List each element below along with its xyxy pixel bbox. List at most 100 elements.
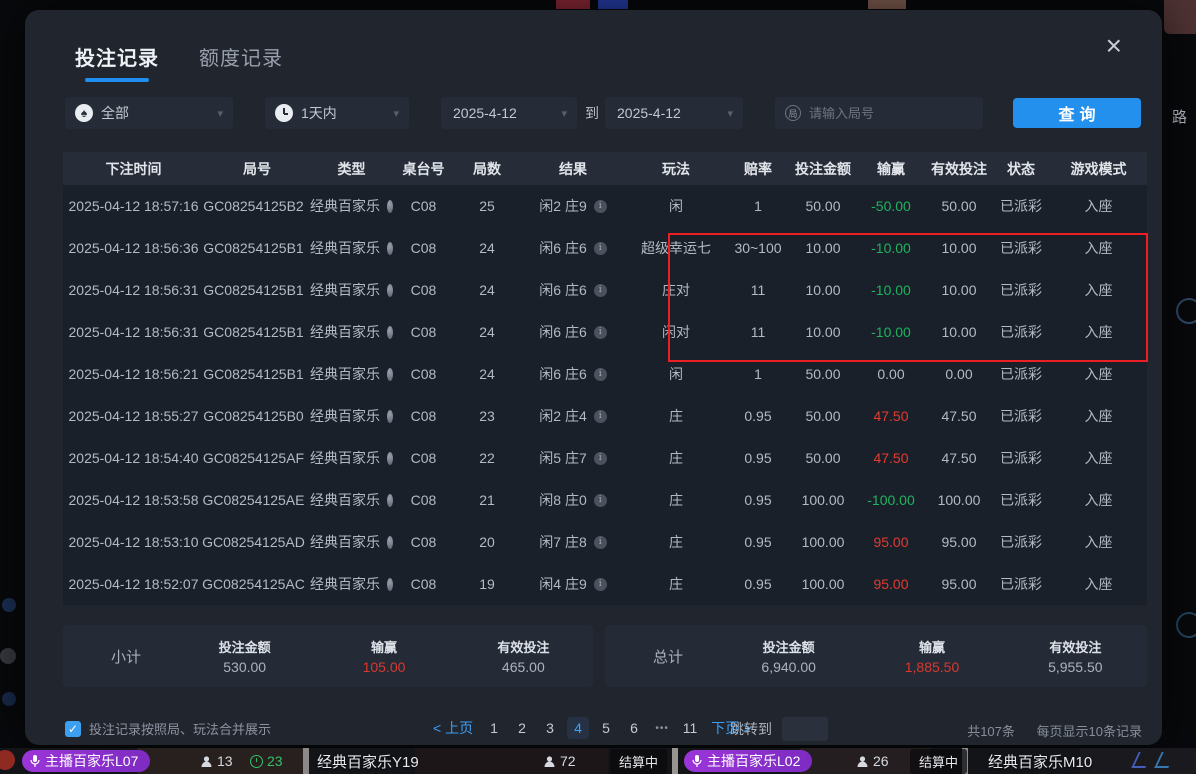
cell-win-loss: -50.00 [871,198,911,214]
round-id-text: GC08254125B1 [203,366,304,382]
page-number-button[interactable]: 3 [546,720,554,736]
cell-round-count: 20 [479,534,495,550]
jump-group: 跳转到 [730,717,828,741]
side-widget-icon [1176,612,1196,638]
table-row: 2025-04-12 18:53:58 GC08254125AE 经典百家乐 C… [63,479,1147,521]
info-icon: i [593,451,607,465]
total-valid: 有效投注 5,955.50 [1004,637,1147,675]
prev-page-button[interactable]: < 上页 [433,720,474,736]
stream-title[interactable]: 经典百家乐Y19 [317,753,419,771]
cell-win-loss: 0.00 [877,366,905,382]
page-number-button[interactable]: 4 [567,717,590,739]
total-label: 总计 [653,648,684,666]
page-number-button[interactable]: 6 [630,720,638,736]
tab-bar: 投注记录 额度记录 [75,42,283,82]
video-thumbnail[interactable] [800,748,930,774]
column-header: 输赢 [877,160,905,177]
date-from-value: 2025-4-12 [453,105,517,121]
game-type-text: 经典百家乐 [310,240,380,256]
cell-win-loss: 95.00 [873,576,909,592]
status-chip: 结算中 [910,748,968,774]
cell-round-id: GC08254125AE [203,479,310,521]
pagination: < 上页 1 2 3 4 5 6 ••• 11 下页 > [433,717,751,739]
page-number-button[interactable]: 11 [682,720,698,736]
page-ellipsis: ••• [655,722,669,734]
game-type-text: 经典百家乐 [310,534,380,550]
cell-odds: 0.95 [744,408,772,424]
video-strip: 主播百家乐L07 13 23 经典百家乐Y19 72 结算中 主播百家乐L02 26 结算中 经典… [0,748,1196,774]
cell-result: 闲5 庄7 i [520,437,626,479]
next-page-button[interactable]: 下页 > [711,720,752,736]
video-thumbnail[interactable] [1080,748,1196,774]
page-number-button[interactable]: 5 [602,720,610,736]
cell-bet-amount: 100.00 [801,576,845,592]
cell-odds: 1 [754,198,762,214]
side-widget-icon [2,692,16,706]
date-from-select[interactable]: 2025-4-12 ▾ [441,97,577,129]
cell-game-type: 经典百家乐 [310,479,393,521]
cell-bet-time: 2025-04-12 18:56:31 [68,282,199,298]
round-search-field: 局 [775,97,983,129]
cell-round-id: GC08254125B1 [203,269,310,311]
cell-game-mode: 入座 [1084,492,1113,508]
stream-title[interactable]: 经典百家乐M10 [988,753,1093,771]
round-id-text: GC08254125B2 [203,198,304,214]
game-type-dropdown[interactable]: ♠ 全部 ▾ [65,97,233,129]
cell-bet-time: 2025-04-12 18:52:07 [68,576,199,592]
table-row: 2025-04-12 18:57:16 GC08254125B2 经典百家乐 C… [63,185,1147,227]
table-row: 2025-04-12 18:52:07 GC08254125AC 经典百家乐 C… [63,563,1147,605]
cell-bet-time: 2025-04-12 18:55:27 [68,408,199,424]
cell-play-type: 闲 [669,366,683,382]
page-number-button[interactable]: 1 [490,720,498,736]
page-number-list: 1 2 3 4 5 6 ••• 11 [483,717,701,739]
page-number-button[interactable]: 2 [518,720,526,736]
cell-table-no: C08 [410,408,437,424]
settling-status: 结算中 [910,748,968,774]
cell-status: 已派彩 [1000,324,1042,340]
cell-round-id: GC08254125B1 [203,311,310,353]
cell-bet-time: 2025-04-12 18:57:16 [68,198,199,214]
round-icon: 局 [785,105,801,121]
game-badge-icon [387,367,393,381]
table-row: 2025-04-12 18:54:40 GC08254125AF 经典百家乐 C… [63,437,1147,479]
cell-round-id: GC08254125B2 [203,185,310,227]
search-button[interactable]: 查询 [1013,98,1141,128]
background-image-fragment [868,0,906,9]
jump-label: 跳转到 [730,721,772,737]
cell-result: 闲6 庄6 i [520,227,626,269]
tile-divider [303,748,309,774]
cell-round-id: GC08254125B1 [203,353,310,395]
record-count-info: 共107条 每页显示10条记录 [967,721,1142,740]
video-thumbnail[interactable] [415,748,608,774]
date-to-select[interactable]: 2025-4-12 ▾ [605,97,743,129]
cell-result: 闲7 庄8 i [520,521,626,563]
active-tab-indicator [85,78,149,82]
game-type-text: 经典百家乐 [310,198,380,214]
anchor-stream-pill[interactable]: 主播百家乐L02 [684,750,813,772]
stat-value: 6,940.00 [761,659,816,675]
column-header: 局号 [243,160,271,177]
tab-betting-records[interactable]: 投注记录 [75,42,159,82]
date-to-label: 到 [585,105,599,121]
close-icon[interactable]: × [1105,30,1122,61]
round-number-input[interactable] [809,105,969,121]
merge-toggle-group: ✓ 投注记录按照局、玩法合并展示 [65,719,271,738]
merge-checkbox[interactable]: ✓ [65,720,81,737]
records-table: 下注时间 局号 类型 桌台号 局数 结果 玩法 赔率 投注金额 输赢 有效投注 状态 游戏模式 2025… [63,152,1147,605]
cell-bet-amount: 100.00 [801,492,845,508]
cell-game-type: 经典百家乐 [310,521,393,563]
date-to-value: 2025-4-12 [617,105,681,121]
jump-page-input[interactable] [782,717,828,741]
total-count: 共107条 [967,724,1015,739]
person-icon [857,755,868,767]
cell-game-mode: 入座 [1084,408,1113,424]
cell-game-type: 经典百家乐 [310,311,393,353]
cell-bet-amount: 10.00 [805,324,841,340]
cell-win-loss: -100.00 [867,492,915,508]
cell-valid-bet: 10.00 [941,240,977,256]
video-thumbnail[interactable] [137,748,303,774]
anchor-stream-pill[interactable]: 主播百家乐L07 [22,750,151,772]
time-range-dropdown[interactable]: 1天内 ▾ [265,97,409,129]
tab-quota-records[interactable]: 额度记录 [199,42,283,71]
column-header: 有效投注 [931,160,987,177]
